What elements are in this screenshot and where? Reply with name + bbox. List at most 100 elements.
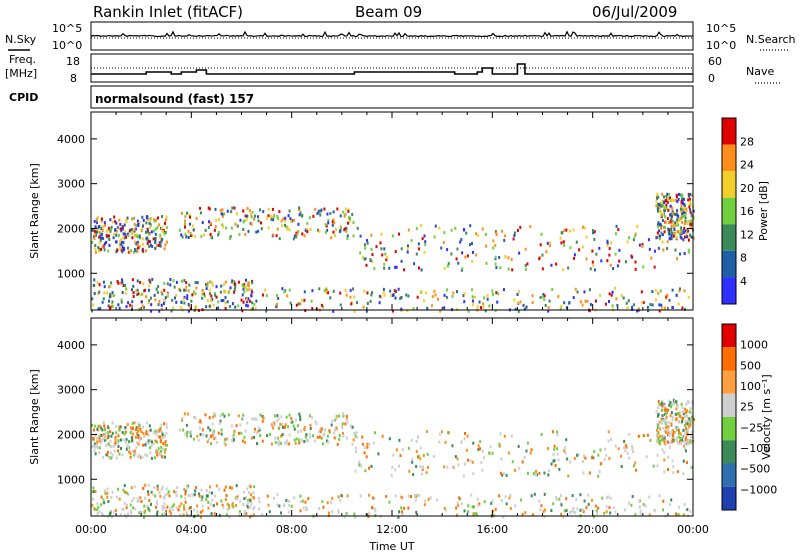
rti-cell (517, 289, 520, 293)
rti-cell (678, 441, 681, 445)
rti-cell (137, 222, 140, 226)
rti-cell (304, 228, 307, 232)
rti-cell (102, 513, 105, 517)
rti-cell (663, 402, 666, 406)
rti-cell (665, 203, 668, 207)
rti-cell (164, 440, 167, 444)
rti-cell (550, 263, 553, 267)
rti-cell (684, 438, 687, 442)
rti-cell (204, 228, 207, 232)
rti-cell (682, 202, 685, 206)
rti-cell (297, 229, 300, 233)
rti-cell (163, 288, 166, 292)
rti-cell (138, 307, 141, 311)
rti-cell (325, 439, 328, 443)
rti-cell (383, 262, 386, 266)
rti-cell (667, 424, 670, 428)
rti-cell (380, 295, 383, 299)
rti-cell (582, 510, 585, 514)
rti-cell (232, 505, 235, 509)
rti-cell (248, 209, 251, 213)
rti-cell (163, 434, 166, 438)
rti-cell (564, 446, 567, 450)
rti-cell (682, 211, 685, 215)
rti-cell (691, 415, 694, 419)
rti-cell (131, 439, 134, 443)
rti-cell (184, 500, 187, 504)
rti-cell (668, 231, 671, 235)
rti-cell (135, 428, 138, 432)
rti-cell (94, 225, 97, 229)
colorbar-tick-label: 25 (740, 401, 754, 414)
rti-cell (110, 434, 113, 438)
rti-cell (675, 407, 678, 411)
rti-cell (489, 445, 492, 449)
rti-cell (96, 508, 99, 512)
rti-cell (228, 506, 231, 510)
rti-cell (191, 224, 194, 228)
rti-cell (328, 430, 331, 434)
rti-cell (251, 210, 254, 214)
rti-cell (160, 290, 163, 294)
rti-cell (124, 291, 127, 295)
rti-cell (406, 250, 409, 254)
rti-cell (162, 442, 165, 446)
rti-cell (290, 504, 293, 508)
rti-cell (667, 431, 670, 435)
rti-cell (189, 215, 192, 219)
rti-cell (423, 503, 426, 507)
rti-cell (513, 468, 516, 472)
rti-cell (209, 485, 212, 489)
rti-cell (555, 498, 558, 502)
rti-cell (656, 464, 659, 468)
rti-cell (346, 420, 349, 424)
rti-cell (547, 309, 550, 313)
rti-cell (299, 211, 302, 215)
rti-cell (379, 241, 382, 245)
rti-cell (288, 499, 291, 503)
rti-cell (556, 433, 559, 437)
rti-cell (294, 235, 297, 239)
rti-cell (451, 465, 454, 469)
rti-cell (138, 424, 141, 428)
rti-cell (666, 192, 669, 196)
rti-cell (517, 444, 520, 448)
rti-cell (420, 472, 423, 476)
rti-cell (222, 225, 225, 229)
rti-cell (296, 232, 299, 236)
rti-cell (588, 471, 591, 475)
rti-cell (244, 429, 247, 433)
rti-cell (150, 444, 153, 448)
rti-cell (143, 511, 146, 515)
rti-cell (110, 227, 113, 231)
rti-cell (576, 453, 579, 457)
rti-cell (547, 473, 550, 477)
rti-cell (277, 296, 280, 300)
rti-cell (94, 230, 97, 234)
rti-cell (121, 507, 124, 511)
rti-cell (156, 226, 159, 230)
rti-cell (156, 430, 159, 434)
rti-cell (119, 513, 122, 517)
rti-cell (516, 301, 519, 305)
rti-cell (149, 451, 152, 455)
rti-cell (660, 438, 663, 442)
rti-cell (102, 421, 105, 425)
rti-cell (522, 303, 525, 307)
rti-cell (270, 217, 273, 221)
rti-cell (656, 453, 659, 457)
rti-cell (117, 233, 120, 237)
rti-cell (467, 504, 470, 508)
rti-cell (197, 438, 200, 442)
rti-cell (538, 499, 541, 503)
rti-cell (108, 237, 111, 241)
rti-cell (159, 233, 162, 237)
rti-cell (679, 207, 682, 211)
rti-cell (689, 509, 692, 513)
rti-cell (673, 221, 676, 225)
date-title: 06/Jul/2009 (592, 3, 677, 21)
rti-cell (175, 300, 178, 304)
rti-cell (657, 221, 660, 225)
rti-cell (211, 498, 214, 502)
rti-cell (303, 425, 306, 429)
